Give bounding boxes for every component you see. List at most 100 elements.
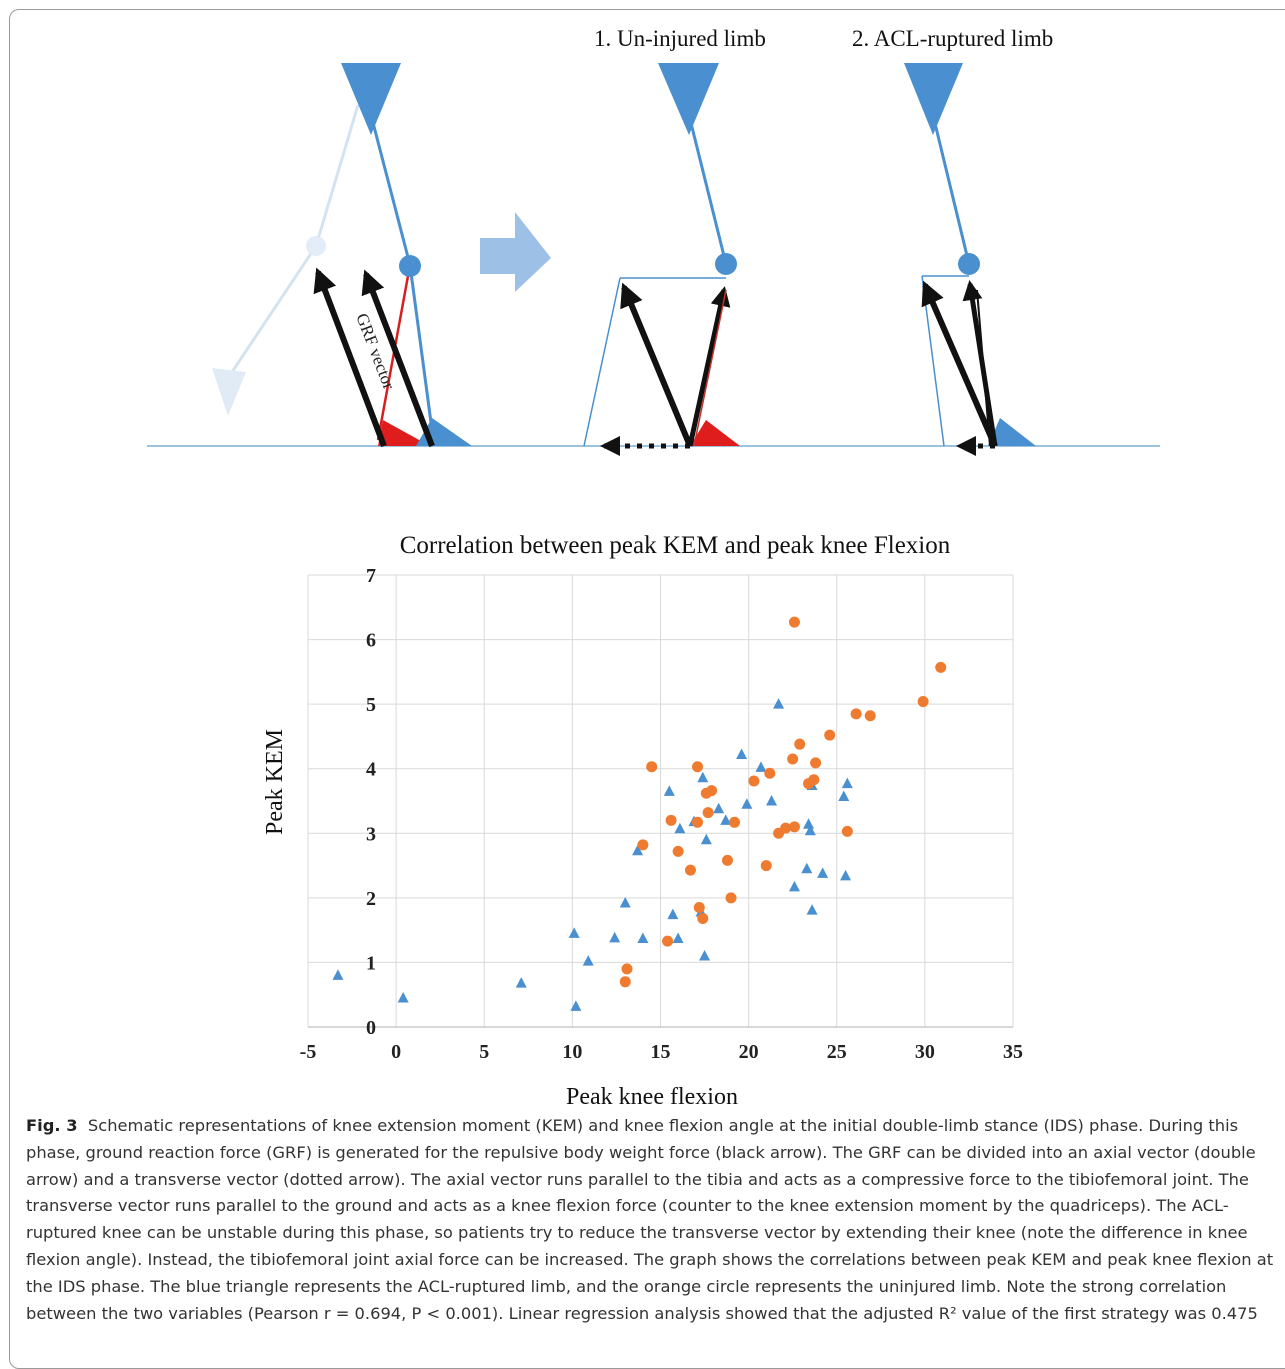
caption-text: Schematic representations of knee extens…	[26, 1116, 1274, 1323]
point-acl-ruptured	[817, 867, 829, 878]
point-uninjured	[864, 710, 876, 722]
y-axis-ticks: 0 1 2 3 4 5 6 7	[366, 565, 376, 1039]
point-uninjured	[794, 738, 806, 750]
point-uninjured	[646, 761, 658, 773]
x-tick-label: 5	[479, 1041, 489, 1063]
point-uninjured	[788, 821, 800, 833]
figure-caption: Fig. 3 Schematic representations of knee…	[26, 1113, 1276, 1327]
point-acl-ruptured	[801, 862, 813, 874]
point-uninjured	[706, 785, 718, 797]
chart-title: Correlation between peak KEM and peak kn…	[400, 532, 951, 559]
point-uninjured	[824, 729, 836, 741]
point-acl-ruptured	[637, 932, 649, 944]
point-uninjured	[684, 864, 696, 876]
y-tick-label: 0	[366, 1017, 376, 1039]
point-uninjured	[619, 976, 631, 988]
point-uninjured	[729, 816, 741, 828]
point-acl-ruptured	[840, 869, 852, 881]
point-acl-ruptured	[838, 790, 850, 801]
point-acl-ruptured	[720, 814, 732, 825]
point-acl-ruptured	[803, 818, 815, 829]
ghost-limb	[212, 104, 360, 416]
y-tick-label: 1	[366, 952, 376, 974]
caption-label: Fig. 3	[26, 1116, 78, 1135]
point-acl-ruptured	[674, 822, 686, 834]
point-acl-ruptured	[741, 798, 753, 809]
point-acl-ruptured	[570, 1000, 582, 1011]
point-acl-ruptured	[713, 802, 725, 814]
point-uninjured	[665, 814, 677, 826]
point-uninjured	[692, 761, 704, 773]
point-acl-ruptured	[332, 969, 344, 980]
point-acl-ruptured	[841, 777, 853, 789]
chart-points	[332, 616, 947, 1011]
point-uninjured	[725, 892, 737, 904]
point-acl-ruptured	[804, 824, 816, 836]
point-acl-ruptured	[663, 785, 675, 796]
point-uninjured	[637, 839, 649, 851]
x-tick-label: 20	[739, 1041, 759, 1063]
point-acl-ruptured	[632, 844, 644, 856]
point-uninjured	[917, 696, 929, 708]
point-acl-ruptured	[700, 833, 712, 845]
point-uninjured	[621, 963, 633, 975]
point-acl-ruptured	[609, 931, 621, 943]
limb-figure-acl: 2. ACL-ruptured limb	[852, 26, 1053, 456]
chart-grid	[307, 574, 1014, 1028]
y-tick-label: 5	[366, 694, 376, 716]
point-uninjured	[850, 708, 862, 720]
point-acl-ruptured	[755, 761, 767, 772]
point-acl-ruptured	[667, 908, 679, 920]
y-tick-label: 2	[366, 888, 376, 910]
point-uninjured	[721, 854, 733, 866]
label-acl: 2. ACL-ruptured limb	[852, 26, 1053, 51]
point-uninjured	[748, 775, 760, 787]
point-uninjured	[808, 774, 820, 786]
point-acl-ruptured	[582, 955, 594, 966]
point-uninjured	[787, 753, 799, 765]
point-uninjured	[935, 661, 947, 673]
point-uninjured	[764, 767, 776, 779]
point-acl-ruptured	[397, 991, 409, 1003]
scatter-chart: Correlation between peak KEM and peak kn…	[262, 532, 1023, 1110]
x-axis-label: Peak knee flexion	[566, 1084, 738, 1110]
point-uninjured	[780, 822, 792, 834]
x-tick-label: -5	[300, 1041, 317, 1063]
point-uninjured	[692, 816, 704, 828]
limb-figure-left: GRF vector	[313, 63, 472, 448]
y-tick-label: 4	[366, 759, 376, 781]
point-acl-ruptured	[736, 748, 748, 760]
x-tick-label: 0	[391, 1041, 401, 1063]
point-acl-ruptured	[619, 897, 631, 908]
point-uninjured	[760, 860, 772, 872]
x-tick-label: 35	[1003, 1041, 1023, 1063]
point-acl-ruptured	[766, 795, 778, 806]
x-tick-label: 10	[562, 1041, 582, 1063]
x-tick-label: 15	[651, 1041, 671, 1063]
knee-schematic: GRF vector 1. Un-injured limb 2. ACL-rup…	[147, 26, 1160, 456]
point-uninjured	[810, 757, 822, 769]
point-acl-ruptured	[672, 932, 684, 944]
point-uninjured	[693, 902, 705, 914]
point-acl-ruptured	[568, 927, 580, 938]
point-uninjured	[702, 807, 714, 819]
direction-arrow	[480, 212, 551, 292]
point-uninjured	[841, 825, 853, 837]
point-acl-ruptured	[788, 880, 800, 892]
label-uninjured: 1. Un-injured limb	[594, 26, 766, 51]
point-acl-ruptured	[699, 949, 711, 961]
x-axis-ticks: -5 0 5 10 15 20 25 30 35	[300, 1041, 1023, 1063]
point-uninjured	[662, 935, 674, 947]
limb-figure-uninjured: 1. Un-injured limb	[583, 26, 766, 456]
point-uninjured	[672, 845, 684, 857]
y-tick-label: 3	[366, 823, 376, 845]
point-uninjured	[788, 616, 800, 628]
point-acl-ruptured	[773, 698, 785, 709]
y-axis-label: Peak KEM	[262, 729, 288, 835]
point-uninjured	[697, 913, 709, 925]
y-tick-label: 6	[366, 630, 376, 652]
x-tick-label: 30	[915, 1041, 935, 1063]
point-acl-ruptured	[515, 977, 527, 988]
point-acl-ruptured	[697, 771, 709, 783]
point-acl-ruptured	[806, 904, 818, 915]
